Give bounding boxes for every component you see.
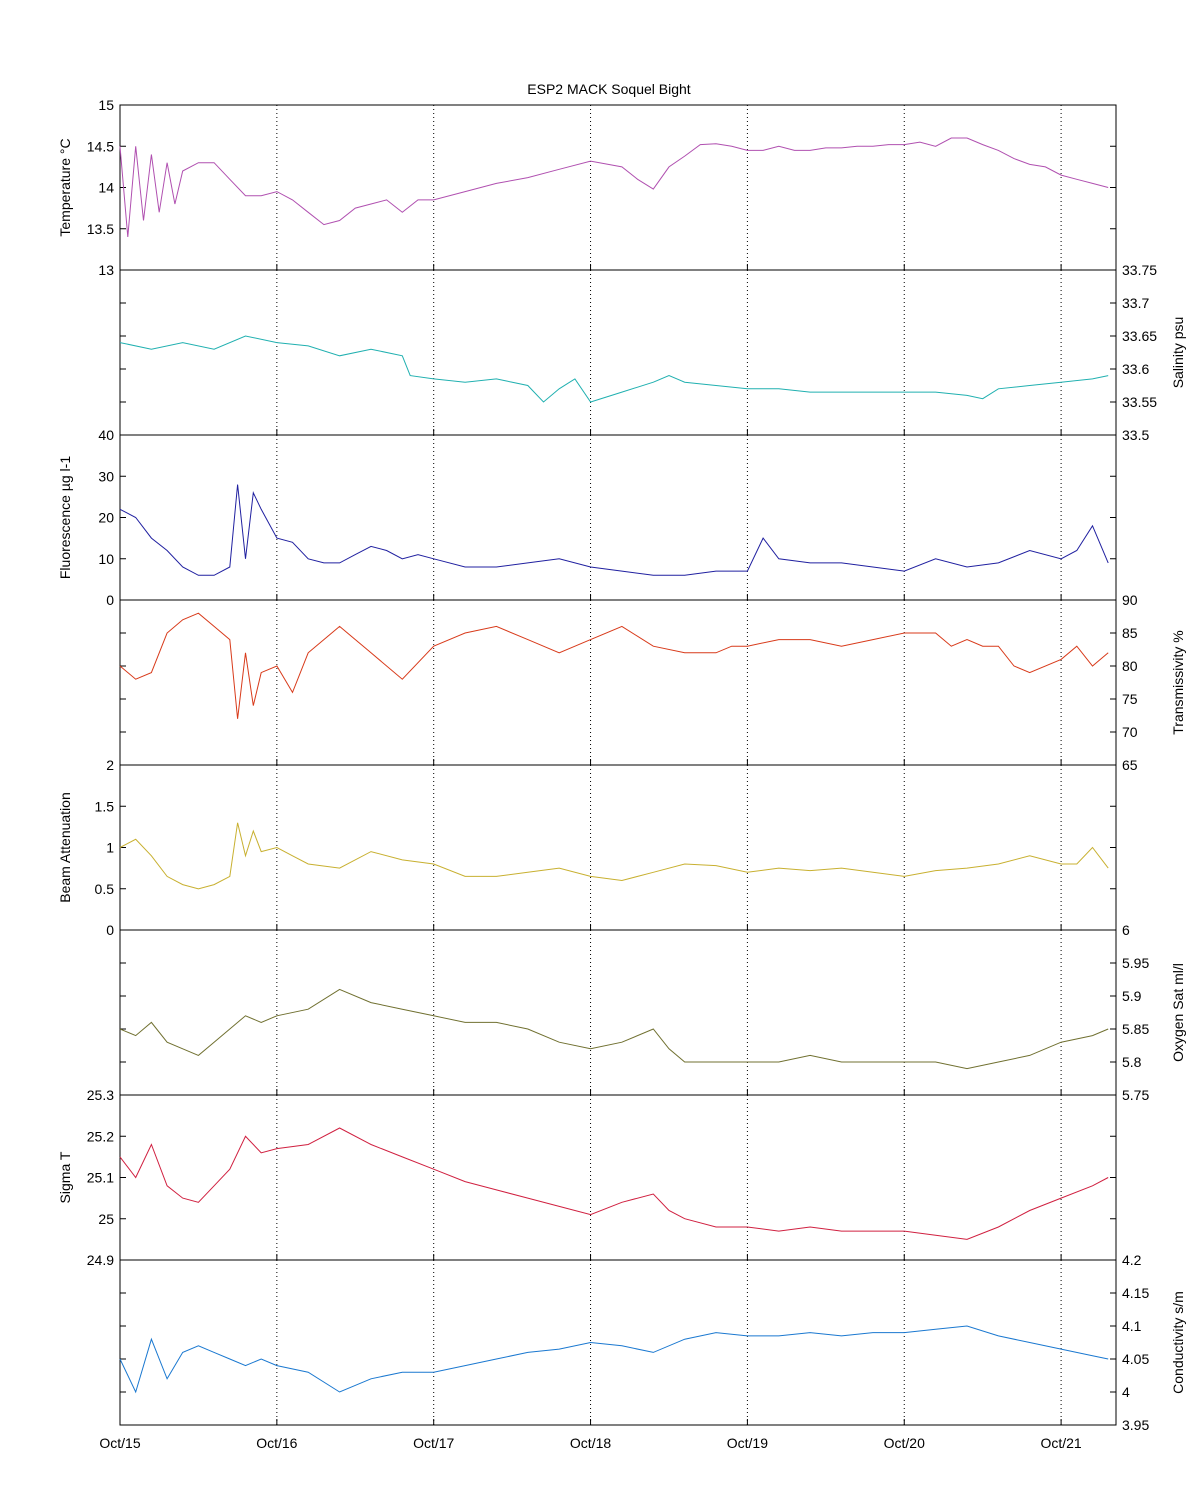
oxygen-y-tick-label: 5.95	[1122, 955, 1149, 971]
panel-oxygen: 5.75 5.8 5.85 5.9 5.95 6 Oxygen Sat ml/l	[119, 922, 1186, 1103]
conductivity-y-tick-label: 4	[1122, 1384, 1130, 1400]
temperature-y-tick-label: 13	[98, 262, 114, 278]
oxygen-y-tick-label: 5.9	[1122, 988, 1142, 1004]
fluorescence-y-tick-label: 20	[98, 510, 114, 526]
fluorescence-series-line	[119, 484, 1109, 576]
oxygen-y-axis-label: Oxygen Sat ml/l	[1170, 963, 1186, 1062]
fluorescence-y-axis-label: Fluorescence µg l-1	[57, 456, 73, 579]
transmissivity-y-tick-label: 80	[1122, 658, 1138, 674]
oxygen-y-tick-label: 5.75	[1122, 1087, 1149, 1103]
transmissivity-y-axis-label: Transmissivity %	[1170, 630, 1186, 735]
sigma_t-y-axis-label: Sigma T	[57, 1151, 73, 1203]
fluorescence-y-tick-label: 30	[98, 468, 114, 484]
sigma_t-y-tick-label: 25.3	[87, 1087, 114, 1103]
sigma_t-y-tick-label: 25	[98, 1211, 114, 1227]
salinity-series-line	[119, 335, 1109, 403]
salinity-y-tick-label: 33.55	[1122, 394, 1157, 410]
x-tick-label: Oct/19	[727, 1435, 768, 1451]
sigma_t-y-tick-label: 25.1	[87, 1170, 114, 1186]
panel-fluorescence: 0 10 20 30 40 Fluorescence µg l-1	[57, 427, 1117, 608]
conductivity-y-tick-label: 4.05	[1122, 1351, 1149, 1367]
sigma_t-y-tick-label: 24.9	[87, 1252, 114, 1268]
beam_attenuation-y-tick-label: 1.5	[95, 798, 115, 814]
conductivity-axes-frame	[119, 1259, 1117, 1426]
salinity-y-tick-label: 33.6	[1122, 361, 1149, 377]
beam_attenuation-y-axis-label: Beam Attenuation	[57, 792, 73, 903]
x-tick-label: Oct/18	[570, 1435, 611, 1451]
conductivity-y-tick-label: 4.15	[1122, 1285, 1149, 1301]
sigma_t-series-line	[119, 1127, 1109, 1240]
beam_attenuation-y-tick-label: 2	[106, 757, 114, 773]
conductivity-series-line	[119, 1325, 1109, 1394]
salinity-y-axis-label: Salinity psu	[1170, 317, 1186, 389]
panel-conductivity: 3.95 4 4.05 4.1 4.15 4.2 Conductivity s/m	[119, 1252, 1186, 1433]
salinity-y-tick-label: 33.5	[1122, 427, 1149, 443]
salinity-y-tick-label: 33.75	[1122, 262, 1157, 278]
panel-beam_attenuation: 0 0.5 1 1.5 2 Beam Attenuation	[57, 757, 1117, 938]
conductivity-y-tick-label: 4.2	[1122, 1252, 1142, 1268]
conductivity-y-tick-label: 3.95	[1122, 1417, 1149, 1433]
temperature-y-tick-label: 14	[98, 180, 114, 196]
temperature-series-line	[119, 137, 1109, 238]
temperature-y-tick-label: 14.5	[87, 138, 114, 154]
conductivity-y-tick-label: 4.1	[1122, 1318, 1142, 1334]
transmissivity-y-tick-label: 90	[1122, 592, 1138, 608]
x-tick-label: Oct/20	[884, 1435, 925, 1451]
panel-transmissivity: 65 70 75 80 85 90 Transmissivity %	[119, 592, 1186, 773]
x-tick-label: Oct/15	[99, 1435, 140, 1451]
transmissivity-y-tick-label: 65	[1122, 757, 1138, 773]
salinity-y-tick-label: 33.7	[1122, 295, 1149, 311]
fluorescence-y-tick-label: 40	[98, 427, 114, 443]
beam_attenuation-series-line	[119, 822, 1109, 890]
oxygen-series-line	[119, 988, 1109, 1070]
beam_attenuation-y-tick-label: 0	[106, 922, 114, 938]
oxygen-y-tick-label: 6	[1122, 922, 1130, 938]
x-axis-tick-labels: Oct/15 Oct/16 Oct/17 Oct/18 Oct/19 Oct/20 Oct/…	[99, 1435, 1082, 1451]
beam_attenuation-y-tick-label: 0.5	[95, 881, 115, 897]
transmissivity-y-tick-label: 75	[1122, 691, 1138, 707]
fluorescence-y-tick-label: 10	[98, 551, 114, 567]
transmissivity-y-tick-label: 85	[1122, 625, 1138, 641]
fluorescence-y-tick-label: 0	[106, 592, 114, 608]
x-tick-label: Oct/16	[256, 1435, 297, 1451]
beam_attenuation-y-tick-label: 1	[106, 840, 114, 856]
oxygen-y-tick-label: 5.8	[1122, 1054, 1142, 1070]
conductivity-y-axis-label: Conductivity s/m	[1170, 1291, 1186, 1394]
temperature-y-tick-label: 15	[98, 97, 114, 113]
transmissivity-series-line	[119, 612, 1109, 719]
transmissivity-y-tick-label: 70	[1122, 724, 1138, 740]
x-tick-label: Oct/21	[1040, 1435, 1081, 1451]
chart-title: ESP2 MACK Soquel Bight	[527, 81, 691, 97]
x-tick-label: Oct/17	[413, 1435, 454, 1451]
temperature-y-tick-label: 13.5	[87, 221, 114, 237]
oxygen-y-tick-label: 5.85	[1122, 1021, 1149, 1037]
temperature-y-axis-label: Temperature °C	[57, 138, 73, 236]
salinity-y-tick-label: 33.65	[1122, 328, 1157, 344]
sigma_t-y-tick-label: 25.2	[87, 1128, 114, 1144]
